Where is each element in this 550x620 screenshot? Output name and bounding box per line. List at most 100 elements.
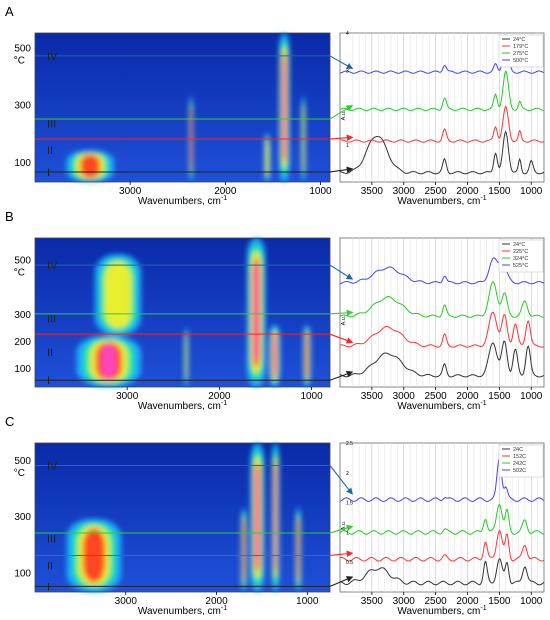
spectra-x-tick-label: 3000 <box>393 596 416 607</box>
spectrum-line-2 <box>339 503 545 535</box>
spectra-x-tick-label: 1500 <box>488 596 511 607</box>
heatmap-bands <box>76 238 311 387</box>
heatmap-y-tick-label: 300 <box>14 310 31 321</box>
connector-arrow <box>329 370 354 381</box>
spectra-x-tick-label: 3000 <box>393 391 416 402</box>
heatmap-x-tick-label: 3000 <box>116 391 139 402</box>
spectrum-line-2 <box>339 70 545 112</box>
spectra-x-axis-label: Wavenumbers, cm-1 <box>397 195 486 205</box>
spectra-x-tick-label: 2000 <box>456 186 479 197</box>
legend-box <box>498 239 544 273</box>
heatmap-x-axis-label: Wavenumbers, cm-1 <box>138 400 227 410</box>
spectra-x-tick-label: 3500 <box>361 186 384 197</box>
legend-label: 24°C <box>513 242 525 248</box>
heatmap-bands <box>66 443 301 592</box>
spectra-x-tick-label: 2500 <box>425 186 448 197</box>
spectra-x-tick-label: 3000 <box>393 186 416 197</box>
connector-arrow <box>329 166 354 173</box>
legend-label: 502C <box>513 468 526 474</box>
heatmap-y-tick-label: 500 <box>14 43 31 54</box>
heatmap-band-1-layer-3 <box>242 519 245 581</box>
heatmap-x-tick-label: 2000 <box>214 186 237 197</box>
spectrum-line-3 <box>339 257 545 285</box>
heatmap-x-tick-label: 1000 <box>300 391 323 402</box>
spectra-x-axis-label-text: Wavenumbers, cm <box>397 196 480 205</box>
spectrum-line-0 <box>339 558 545 586</box>
spectra-x-tick-label: 1000 <box>520 391 543 402</box>
panel-letter: A <box>5 4 14 19</box>
heatmap-y-tick-label: 300 <box>14 101 31 112</box>
legend-box <box>498 34 544 68</box>
heatmap-band-0-layer-4 <box>101 344 116 378</box>
heatmap-region-label: I <box>47 375 50 387</box>
heatmap-frame <box>34 237 331 388</box>
heatmap-y-tick-label: 100 <box>14 158 31 169</box>
panel-c: C I II III IV 3000 2000 1000 Wavenumbers, cm-1 1… <box>0 410 550 617</box>
legend-label: 324°C <box>513 256 528 262</box>
heatmap-band-3-layer-4 <box>254 264 259 361</box>
legend-label: 275°C <box>513 51 528 57</box>
heatmap-x-tick-label: 1000 <box>296 596 319 607</box>
heatmap-band-4-layer-3 <box>297 519 300 581</box>
spectra-y-tick-label: 1 <box>346 530 349 536</box>
heatmap-x-tick-label: 3000 <box>115 596 138 607</box>
connector-arrow <box>329 333 354 344</box>
panel-letter: B <box>5 209 14 224</box>
spectra-x-axis-label-superscript: -1 <box>480 195 486 202</box>
legend-label: 242C <box>513 461 526 467</box>
heatmap-x-axis-label: Wavenumbers, cm-1 <box>138 605 227 615</box>
heatmap-x-axis-label-superscript: -1 <box>221 605 227 612</box>
spectra-x-axis-label-text: Wavenumbers, cm <box>397 401 480 410</box>
heatmap-band-0-layer-3 <box>80 154 100 178</box>
panel-b: B I II III IV 3000 2000 1000 Wavenumbers, cm-1 1… <box>0 205 550 412</box>
heatmap-band-2-layer-2 <box>265 137 269 178</box>
connector-arrow <box>329 55 354 70</box>
heatmap-y-tick-label: 100 <box>14 364 31 375</box>
spectra-y-tick-label: 2 <box>346 471 349 477</box>
heatmap-region-label: III <box>47 118 56 130</box>
spectra-x-tick-label: 2000 <box>456 596 479 607</box>
heatmap-frame <box>34 32 331 183</box>
spectra-y-axis-label: A.u. <box>341 315 347 325</box>
heatmap-band-3-layer-4 <box>283 59 286 156</box>
spectrum-line-1 <box>339 529 545 562</box>
heatmap-band-2-layer-2 <box>185 333 188 382</box>
heatmap-region-label: II <box>47 145 53 157</box>
spectra-y-tick-label: 1 <box>346 143 349 149</box>
heatmap-band-2-layer-4 <box>255 469 259 566</box>
heatmap-x-tick-label: 3000 <box>119 186 142 197</box>
heatmap-x-axis-label-text: Wavenumbers, cm <box>138 401 221 410</box>
panel-letter: C <box>5 414 15 429</box>
heatmap-region-label: II <box>47 347 53 359</box>
spectra-x-tick-label: 2500 <box>425 391 448 402</box>
connector-arrow <box>329 134 354 142</box>
spectra-x-tick-label: 1000 <box>520 596 543 607</box>
heatmap-y-tick-label: 500 <box>14 456 31 467</box>
spectra-x-axis-label-superscript: -1 <box>480 605 486 612</box>
heatmap-y-tick-label: 300 <box>14 512 31 523</box>
heatmap-region-label: I <box>47 167 50 179</box>
spectrum-line-1 <box>339 311 545 348</box>
spectrum-line-0 <box>339 130 545 175</box>
heatmap-y-unit: °C <box>14 268 25 279</box>
panel-a: A I II III IV 3000 2000 1000 Wavenumbers, cm-1 1… <box>0 0 550 207</box>
legend-label: 525°C <box>513 263 528 269</box>
heatmap-band-4-layer-4 <box>273 335 276 377</box>
heatmap-x-axis-label: Wavenumbers, cm-1 <box>138 195 227 205</box>
heatmap-x-axis-label-superscript: -1 <box>221 400 227 407</box>
spectra-x-axis-label: Wavenumbers, cm-1 <box>397 400 486 410</box>
spectra-y-axis-label: A.u. <box>341 520 347 530</box>
heatmap-x-axis-label-text: Wavenumbers, cm <box>138 196 221 205</box>
spectrum-line-0 <box>339 340 545 378</box>
spectra-y-tick-label: 3 <box>346 68 349 74</box>
heatmap-region-label: II <box>47 560 53 572</box>
